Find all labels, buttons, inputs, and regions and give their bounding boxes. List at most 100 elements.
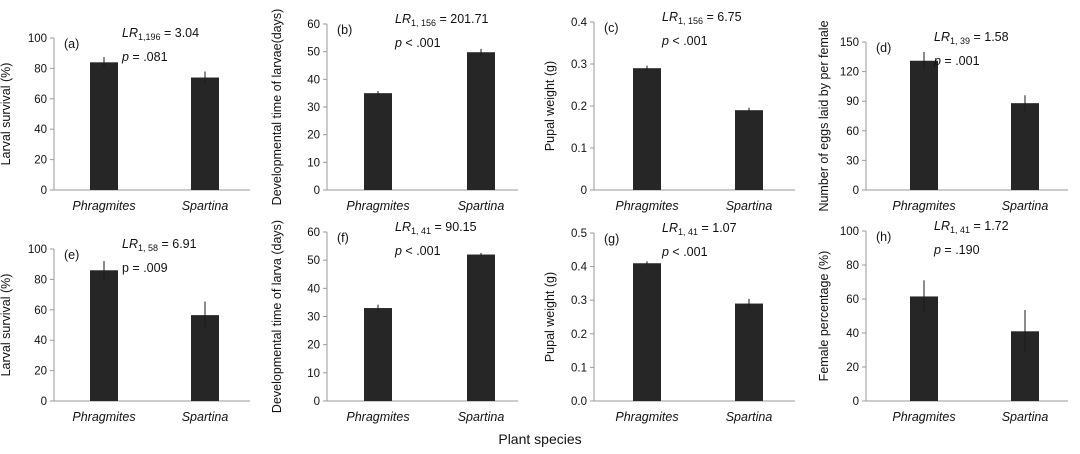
chart-panel-f: 0 10 20 30 40 50 60 Developmental time of larva… — [270, 220, 518, 424]
stat-p-text: p = .190 — [933, 243, 980, 257]
y-axis-label: Pupal weight (g) — [543, 272, 557, 362]
y-tick-label: 0.1 — [571, 362, 587, 374]
category-label-phragmites: Phragmites — [72, 199, 135, 213]
y-tick-label: 60 — [307, 19, 320, 31]
category-label-spartina: Spartina — [182, 199, 229, 213]
bar-spartina — [735, 303, 763, 401]
category-label-phragmites: Phragmites — [72, 410, 135, 424]
y-axis-label: Number of eggs laid by per female — [817, 20, 831, 211]
y-tick-label: 60 — [846, 126, 859, 138]
y-tick-label: 30 — [307, 312, 320, 324]
bar-phragmites — [90, 62, 118, 190]
panel-label: (d) — [876, 41, 891, 55]
chart-panel-a: 0 20 40 60 80 100 Larval survival (%) Phragmite… — [0, 26, 250, 213]
category-label-spartina: Spartina — [1002, 410, 1049, 424]
stat-p-text: p < .001 — [661, 245, 708, 259]
y-tick-label: 80 — [34, 63, 47, 75]
category-label-spartina: Spartina — [182, 410, 229, 424]
stat-p-text: p = .009 — [122, 261, 168, 275]
y-tick-label: 20 — [307, 340, 320, 352]
category-label-phragmites: Phragmites — [892, 410, 955, 424]
y-tick-label: 40 — [846, 328, 859, 340]
bar-spartina — [467, 52, 495, 190]
y-tick-label: 30 — [307, 102, 320, 114]
category-label-phragmites: Phragmites — [892, 199, 955, 213]
y-tick-label: 20 — [34, 366, 47, 378]
y-tick-label: 150 — [840, 37, 859, 49]
y-tick-label: 60 — [34, 305, 47, 317]
category-label-phragmites: Phragmites — [615, 199, 678, 213]
stat-lr-text: LR1, 41 = 1.07 — [662, 221, 737, 237]
bar-spartina — [191, 77, 219, 190]
category-label-spartina: Spartina — [458, 199, 505, 213]
bar-spartina — [1011, 103, 1039, 190]
y-tick-label: 0.2 — [571, 101, 587, 113]
stat-p-text: p = .081 — [121, 50, 168, 64]
y-tick-label: 0.4 — [571, 17, 588, 29]
chart-panel-e: 0 20 40 60 80 100 Larval survival (%) Phragmite… — [0, 237, 250, 424]
stat-lr-text: LR1, 156 = 201.71 — [395, 12, 489, 28]
panel-label: (h) — [876, 230, 891, 244]
y-tick-label: 0 — [853, 396, 859, 408]
bar-phragmites — [910, 60, 938, 190]
y-tick-label: 40 — [34, 335, 47, 347]
y-axis-label: Developmental time of larvae(days) — [270, 9, 284, 206]
bar-spartina — [467, 254, 495, 401]
x-axis-title: Plant species — [498, 431, 581, 447]
bar-phragmites — [633, 68, 661, 190]
y-tick-label: 60 — [34, 94, 47, 106]
y-tick-label: 0.3 — [571, 295, 587, 307]
y-tick-label: 0 — [314, 185, 320, 197]
y-tick-label: 0 — [581, 185, 587, 197]
chart-panel-g: 0.0 0.1 0.2 0.3 0.4 0.5 Pupal weight (g) Phragm… — [543, 221, 795, 424]
y-tick-label: 30 — [846, 155, 859, 167]
bar-spartina — [191, 315, 219, 401]
y-axis-label: Larval survival (%) — [0, 63, 13, 166]
y-tick-label: 0.2 — [571, 329, 587, 341]
bar-phragmites — [910, 296, 938, 401]
chart-panel-c: 0 0.1 0.2 0.3 0.4 Pupal weight (g) Phragmites S… — [543, 10, 795, 213]
bar-phragmites — [364, 93, 392, 190]
category-label-phragmites: Phragmites — [615, 410, 678, 424]
stat-lr-text: LR1,196 = 3.04 — [122, 26, 199, 42]
y-tick-label: 20 — [846, 362, 859, 374]
category-label-spartina: Spartina — [1002, 199, 1049, 213]
y-tick-label: 0.4 — [571, 262, 588, 274]
y-tick-label: 100 — [28, 33, 47, 45]
bar-spartina — [735, 110, 763, 190]
y-tick-label: 80 — [846, 260, 859, 272]
category-label-spartina: Spartina — [726, 410, 773, 424]
y-tick-label: 0.5 — [571, 228, 587, 240]
panel-label: (f) — [337, 231, 349, 245]
y-tick-label: 60 — [307, 227, 320, 239]
category-label-spartina: Spartina — [726, 199, 773, 213]
stat-p-text: p < .001 — [394, 244, 441, 258]
y-tick-label: 60 — [846, 294, 859, 306]
y-tick-label: 10 — [307, 157, 320, 169]
chart-panel-b: 0 10 20 30 40 50 60 Developmental time of larva… — [270, 9, 518, 213]
y-tick-label: 0.1 — [571, 143, 587, 155]
y-tick-label: 0.0 — [571, 396, 587, 408]
chart-panel-h: 0 20 40 60 80 100 Female percentage (%) Phragmi… — [817, 219, 1068, 424]
y-axis-label: Female percentage (%) — [817, 251, 831, 382]
y-tick-label: 0 — [853, 185, 859, 197]
panel-label: (a) — [64, 37, 79, 51]
stat-p-text: p < .001 — [661, 34, 708, 48]
y-tick-label: 120 — [840, 67, 859, 79]
y-tick-label: 20 — [307, 130, 320, 142]
stat-p-text: p = .001 — [933, 54, 980, 68]
y-tick-label: 80 — [34, 274, 47, 286]
y-axis-label: Developmental time of larva (days) — [270, 220, 284, 413]
y-axis-label: Pupal weight (g) — [543, 61, 557, 151]
y-tick-label: 90 — [846, 96, 859, 108]
category-label-spartina: Spartina — [458, 410, 505, 424]
panel-label: (b) — [337, 23, 352, 37]
panel-label: (g) — [604, 232, 619, 246]
bar-phragmites — [90, 270, 118, 401]
y-tick-label: 10 — [307, 368, 320, 380]
y-axis-label: Larval survival (%) — [0, 274, 13, 377]
y-tick-label: 40 — [307, 283, 320, 295]
category-label-phragmites: Phragmites — [346, 199, 409, 213]
y-tick-label: 100 — [28, 244, 47, 256]
